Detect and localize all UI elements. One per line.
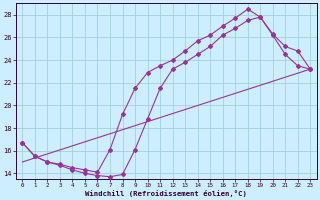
X-axis label: Windchill (Refroidissement éolien,°C): Windchill (Refroidissement éolien,°C) (85, 190, 247, 197)
